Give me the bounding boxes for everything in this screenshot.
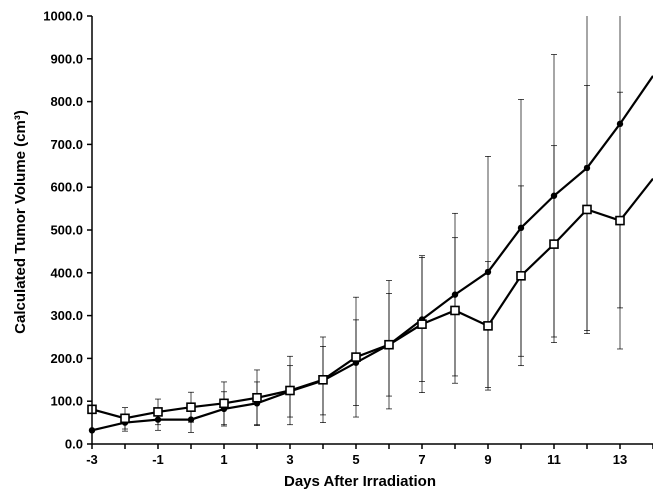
y-tick-label: 800.0: [50, 94, 83, 109]
y-tick-label: 0.0: [65, 437, 83, 452]
y-tick-label: 200.0: [50, 351, 83, 366]
y-tick-label: 900.0: [50, 51, 83, 66]
y-tick-label: 500.0: [50, 223, 83, 238]
x-tick-label: 7: [418, 452, 425, 467]
series-line-1: [91, 75, 653, 432]
x-tick-label: 3: [286, 452, 293, 467]
y-tick-label: 400.0: [50, 265, 83, 280]
data-point-square: [219, 398, 229, 409]
x-tick-label: -3: [86, 452, 98, 467]
data-point-square: [318, 374, 328, 385]
data-point-circle: [187, 416, 195, 423]
data-point-circle: [484, 268, 492, 276]
x-tick-label: 1: [220, 452, 227, 467]
y-axis-title: Calculated Tumor Volume (cm³): [12, 110, 29, 334]
x-tick-label: 11: [547, 452, 561, 467]
x-tick-label: 5: [352, 452, 359, 467]
data-point-square: [186, 402, 196, 412]
data-point-square: [384, 339, 394, 350]
data-point-square: [615, 215, 625, 226]
x-tick-label: -1: [152, 452, 164, 467]
data-point-square: [120, 413, 130, 424]
data-point-circle: [616, 120, 624, 128]
axes: [87, 15, 653, 449]
series-line-2: [91, 177, 653, 420]
data-point-square: [285, 385, 295, 396]
x-tick-label: 13: [613, 452, 627, 467]
data-point-circle: [154, 416, 162, 423]
error-bars: [122, 16, 623, 433]
y-tick-label: 100.0: [50, 394, 83, 409]
y-tick-label: 1000.0: [43, 9, 83, 24]
data-point-square: [252, 392, 262, 403]
y-tick-label: 300.0: [50, 308, 83, 323]
y-tick-label: 600.0: [50, 180, 83, 195]
series-lines: [91, 75, 653, 432]
y-tick-label: 700.0: [50, 137, 83, 152]
x-axis-title: Days After Irradiation: [284, 473, 436, 490]
tick-labels: 0.0 100.0 200.0 300.0 400.0 500.0 600.0 700.0 80…: [43, 9, 627, 468]
data-point-square: [582, 204, 592, 215]
data-point-square: [483, 321, 493, 331]
data-point-square: [417, 319, 427, 329]
data-point-circle: [451, 291, 459, 298]
data-point-circle: [517, 224, 525, 232]
data-point-square: [516, 270, 526, 281]
data-point-square: [153, 407, 163, 417]
data-point-circle: [550, 192, 558, 199]
x-tick-label: 9: [484, 452, 491, 467]
data-point-square: [549, 239, 559, 249]
data-point-circle: [583, 164, 591, 172]
data-point-square: [450, 305, 460, 316]
data-point-square: [351, 352, 361, 362]
